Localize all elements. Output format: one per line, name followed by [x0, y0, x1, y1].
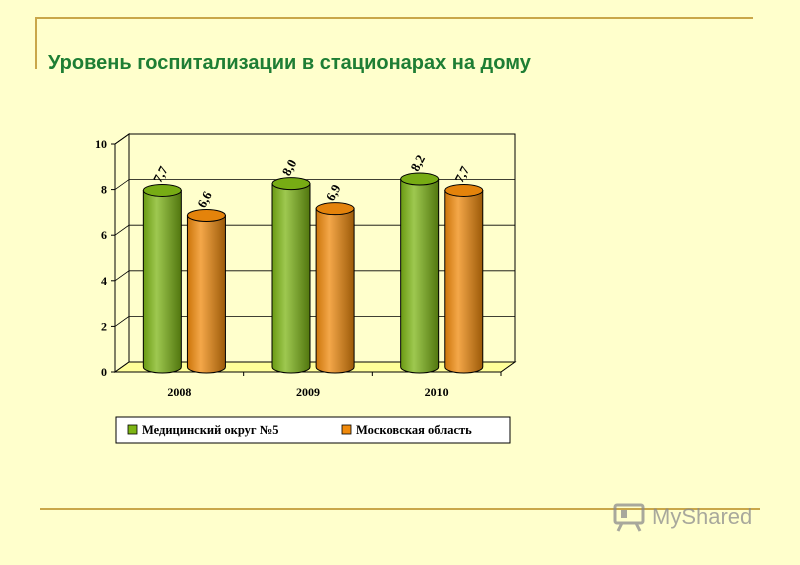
x-tick-label: 2009 [296, 385, 320, 399]
legend-label: Московская область [356, 423, 472, 437]
y-tick-label: 4 [101, 274, 107, 288]
bar-body [186, 215, 226, 374]
bottom-accent-line [40, 508, 760, 510]
y-tick-label: 10 [95, 137, 107, 151]
x-tick-label: 2010 [425, 385, 449, 399]
bar-body [271, 183, 311, 374]
bar-top [271, 177, 311, 191]
gridline [114, 179, 515, 190]
data-label: 8,2 [407, 152, 428, 173]
side-wall [114, 133, 130, 373]
bar [142, 183, 182, 374]
gridline [114, 270, 515, 282]
y-tick-label: 6 [101, 228, 107, 242]
bar-top [142, 183, 182, 197]
bar-body [400, 178, 440, 374]
data-label: 8,0 [279, 157, 300, 178]
legend-label: Медицинский округ №5 [142, 423, 279, 437]
y-tick-label: 2 [101, 319, 107, 333]
data-label: 6,9 [323, 181, 344, 203]
data-label: 6,6 [194, 188, 215, 210]
gridline [114, 224, 515, 236]
bar-top [315, 202, 355, 216]
bar-body [315, 208, 355, 374]
presentation-board-icon [613, 503, 645, 532]
watermark: MyShared [612, 502, 752, 532]
gridline [114, 315, 515, 327]
bar [271, 177, 311, 374]
page-title: Уровень госпитализации в стационарах на … [48, 52, 531, 74]
bar-top [444, 183, 484, 197]
bar [186, 209, 226, 374]
bar [315, 202, 355, 374]
top-accent-line [35, 17, 753, 19]
legend-swatch [341, 424, 352, 435]
bar-top [186, 209, 226, 223]
y-tick-label: 8 [101, 183, 107, 197]
watermark-text: MyShared [652, 504, 753, 529]
bar-body [444, 189, 484, 374]
left-accent-line [35, 17, 37, 69]
bar [444, 183, 484, 374]
data-label: 7,7 [150, 163, 171, 185]
gridline [114, 133, 515, 145]
legend-swatch [127, 424, 138, 435]
legend-box [115, 416, 511, 444]
bar-top [400, 172, 440, 186]
data-label: 7,7 [451, 163, 472, 185]
y-tick-label: 0 [101, 365, 107, 379]
x-tick-label: 2008 [167, 385, 191, 399]
bar-body [142, 189, 182, 374]
bar [400, 172, 440, 374]
